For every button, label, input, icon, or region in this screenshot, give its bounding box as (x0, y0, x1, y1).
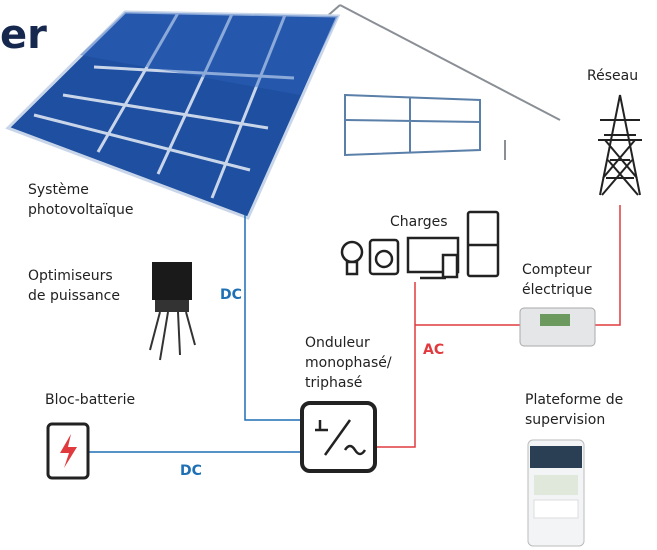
meter-icon (519, 307, 596, 347)
house (299, 4, 561, 160)
pv-label: Système photovoltaïque (28, 182, 133, 218)
inverter-label: Onduleur monophasé/triphasé (305, 335, 392, 391)
loads-label: Charges (390, 214, 448, 230)
inverter-icon (300, 401, 377, 473)
wires (88, 205, 621, 453)
dc-label: DC (220, 287, 242, 303)
phone-icon (527, 439, 585, 547)
optimizer-label: Optimiseurs de puissance (28, 268, 120, 304)
title: er (0, 12, 47, 58)
solar-panels (5, 10, 341, 220)
loads-icons (340, 210, 500, 280)
grid-tower (598, 94, 642, 196)
ac-label: AC (423, 342, 444, 358)
meter-label: Compteur électrique (522, 262, 592, 298)
monitoring-label: Plateforme de supervision (525, 392, 623, 428)
battery-label: Bloc-batterie (45, 392, 135, 408)
grid-label: Réseau (587, 68, 638, 84)
optimizer-icon (149, 262, 196, 361)
dc-label: DC (180, 463, 202, 479)
battery-icon (46, 422, 90, 480)
